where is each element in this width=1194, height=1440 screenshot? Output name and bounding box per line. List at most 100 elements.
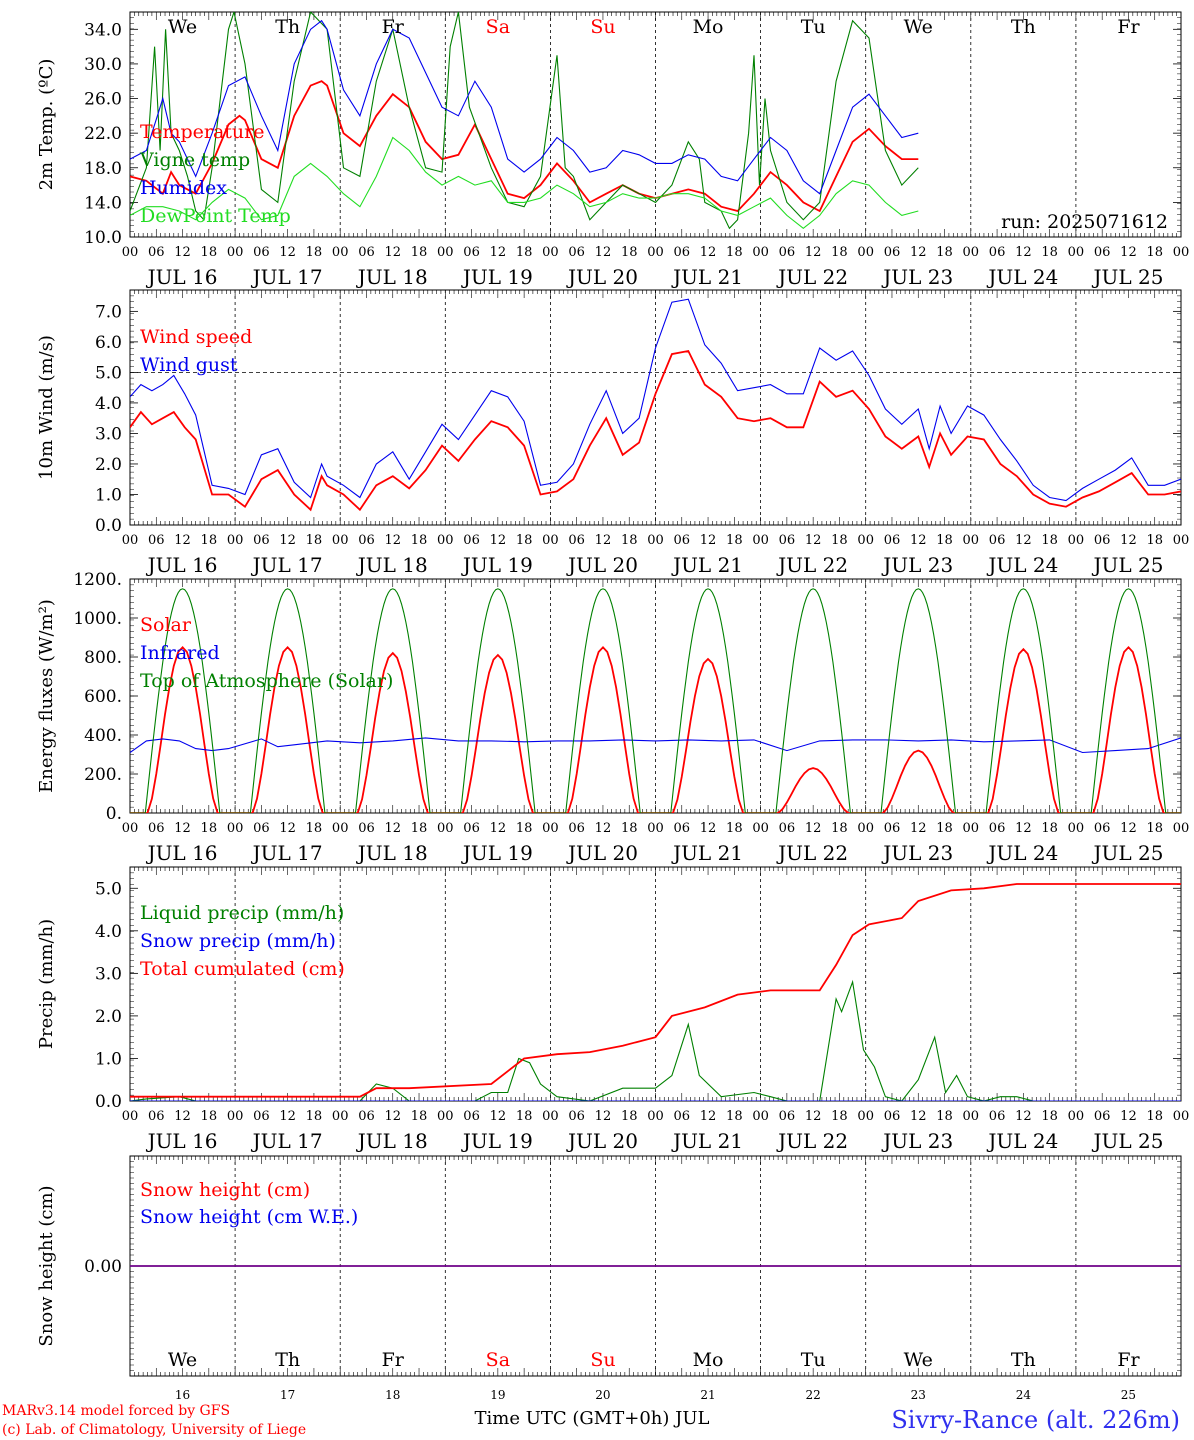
legend-infrared: Infrared (140, 642, 220, 664)
hour-tick-label: 06 (674, 1109, 691, 1124)
hour-tick-label: 00 (1173, 1109, 1190, 1124)
day-label: JUL 16 (146, 841, 218, 865)
weekday-label: Th (275, 16, 300, 38)
hour-tick-label: 18 (411, 1109, 428, 1124)
y-tick-label: 800. (84, 648, 122, 668)
hour-tick-label: 00 (227, 245, 244, 260)
hour-tick-label: 06 (779, 821, 796, 836)
hour-tick-label: 18 (831, 533, 848, 548)
y-tick-label: 14.0 (84, 193, 122, 213)
hour-tick-label: 00 (857, 533, 874, 548)
hour-tick-label: 06 (148, 821, 165, 836)
day-label: JUL 18 (356, 1129, 428, 1153)
legend-liquid-precip-mm-h-: Liquid precip (mm/h) (140, 902, 344, 924)
hour-tick-label: 06 (884, 533, 901, 548)
legend-snow-precip-mm-h-: Snow precip (mm/h) (140, 930, 336, 952)
hour-tick-label: 12 (279, 821, 296, 836)
hour-tick-label: 12 (700, 533, 717, 548)
hour-tick-label: 12 (700, 1109, 717, 1124)
y-tick-label: 5.0 (95, 363, 122, 383)
y-tick-label: 30.0 (84, 55, 122, 75)
legend-dewpoint-temp: DewPoint Temp (140, 205, 291, 227)
hour-tick-label: 06 (674, 245, 691, 260)
y-axis-label: 2m Temp. (ºC) (36, 59, 57, 191)
hour-tick-label: 06 (779, 1109, 796, 1124)
hour-tick-label: 12 (595, 1109, 612, 1124)
hour-tick-label: 06 (779, 533, 796, 548)
hour-tick-label: 00 (122, 245, 139, 260)
hour-tick-label: 06 (568, 533, 585, 548)
hour-tick-label: 12 (1015, 821, 1032, 836)
day-label: JUL 16 (146, 553, 218, 577)
hour-tick-label: 06 (358, 1109, 375, 1124)
hour-tick-label: 06 (568, 821, 585, 836)
hour-tick-label: 06 (674, 821, 691, 836)
hour-tick-label: 00 (542, 245, 559, 260)
hour-tick-label: 00 (122, 533, 139, 548)
hour-tick-label: 18 (306, 821, 323, 836)
hour-tick-label: 00 (542, 821, 559, 836)
panel-5: 0.00 Snow height (cm) Snow height (cm) Snow… (36, 1155, 1182, 1402)
series-line-liquid-precip-mm-h- (130, 979, 1181, 1101)
day-label: JUL 23 (881, 553, 953, 577)
day-label: JUL 25 (1091, 553, 1163, 577)
hour-tick-label: 18 (831, 1109, 848, 1124)
series-group (130, 588, 1181, 813)
hour-tick-label: 18 (621, 821, 638, 836)
weekday-label: Tu (801, 1349, 826, 1371)
time-axis-label: Time UTC (GMT+0h) JUL (475, 1408, 710, 1429)
y-tick-label: 400. (84, 726, 122, 746)
y-tick-label: 5.0 (95, 879, 122, 899)
weekday-label: We (904, 16, 933, 38)
day-label: JUL 25 (1091, 1129, 1163, 1153)
hour-tick-label: 06 (253, 245, 270, 260)
series-line-wind-gust (130, 298, 1181, 502)
hour-tick-label: 06 (358, 533, 375, 548)
hour-tick-label: 00 (437, 245, 454, 260)
day-label: JUL 18 (356, 841, 428, 865)
run-annotation: run: 2025071612 (1001, 211, 1168, 233)
hour-tick-label: 06 (463, 1109, 480, 1124)
hour-tick-label: 18 (831, 821, 848, 836)
y-tick-label: 0.00 (84, 1257, 122, 1277)
hour-tick-label: 12 (595, 533, 612, 548)
legend-total-cumulated-cm-: Total cumulated (cm) (140, 958, 345, 980)
y-tick-label: 3.0 (95, 424, 122, 444)
hour-tick-label: 06 (989, 533, 1006, 548)
weekday-label: Su (590, 1349, 615, 1371)
legend-snow-height-cm-w-e-: Snow height (cm W.E.) (140, 1206, 358, 1228)
series-line-infrared (130, 737, 1181, 754)
y-tick-label: 22.0 (84, 124, 122, 144)
hour-tick-label: 18 (306, 1109, 323, 1124)
station-name: Sivry-Rance (alt. 226m) (891, 1406, 1180, 1434)
weekday-label: We (168, 16, 197, 38)
day-label: JUL 22 (776, 553, 848, 577)
day-number-label: 19 (490, 1388, 505, 1402)
weekday-label: Mo (693, 16, 724, 38)
hour-tick-label: 06 (989, 821, 1006, 836)
hour-tick-label: 18 (1041, 533, 1058, 548)
hour-tick-label: 18 (1146, 533, 1163, 548)
hour-tick-label: 12 (279, 245, 296, 260)
day-label: JUL 22 (776, 265, 848, 289)
day-label: JUL 21 (671, 553, 743, 577)
day-label: JUL 22 (776, 1129, 848, 1153)
legend-temperature: Temperature (140, 121, 264, 143)
legend-humidex: Humidex (140, 177, 227, 199)
hour-tick-label: 06 (884, 245, 901, 260)
day-number-label: 22 (806, 1388, 821, 1402)
panel-4: 0.0 1.0 2.0 3.0 4.0 5.0 Precip (mm/h) Liquid pr… (36, 866, 1190, 1153)
hour-tick-label: 18 (726, 533, 743, 548)
hour-tick-label: 12 (910, 1109, 927, 1124)
hour-tick-label: 12 (384, 533, 401, 548)
weekday-label: We (168, 1349, 197, 1371)
hour-tick-label: 06 (463, 821, 480, 836)
hour-tick-label: 00 (437, 821, 454, 836)
weekday-label: Fr (382, 16, 405, 38)
series-line-humidex (130, 19, 919, 195)
series-line-temperature (130, 80, 919, 213)
hour-tick-label: 12 (700, 245, 717, 260)
weekday-label: Fr (382, 1349, 405, 1371)
hour-tick-label: 12 (384, 1109, 401, 1124)
weekday-label: Sa (486, 1349, 510, 1371)
